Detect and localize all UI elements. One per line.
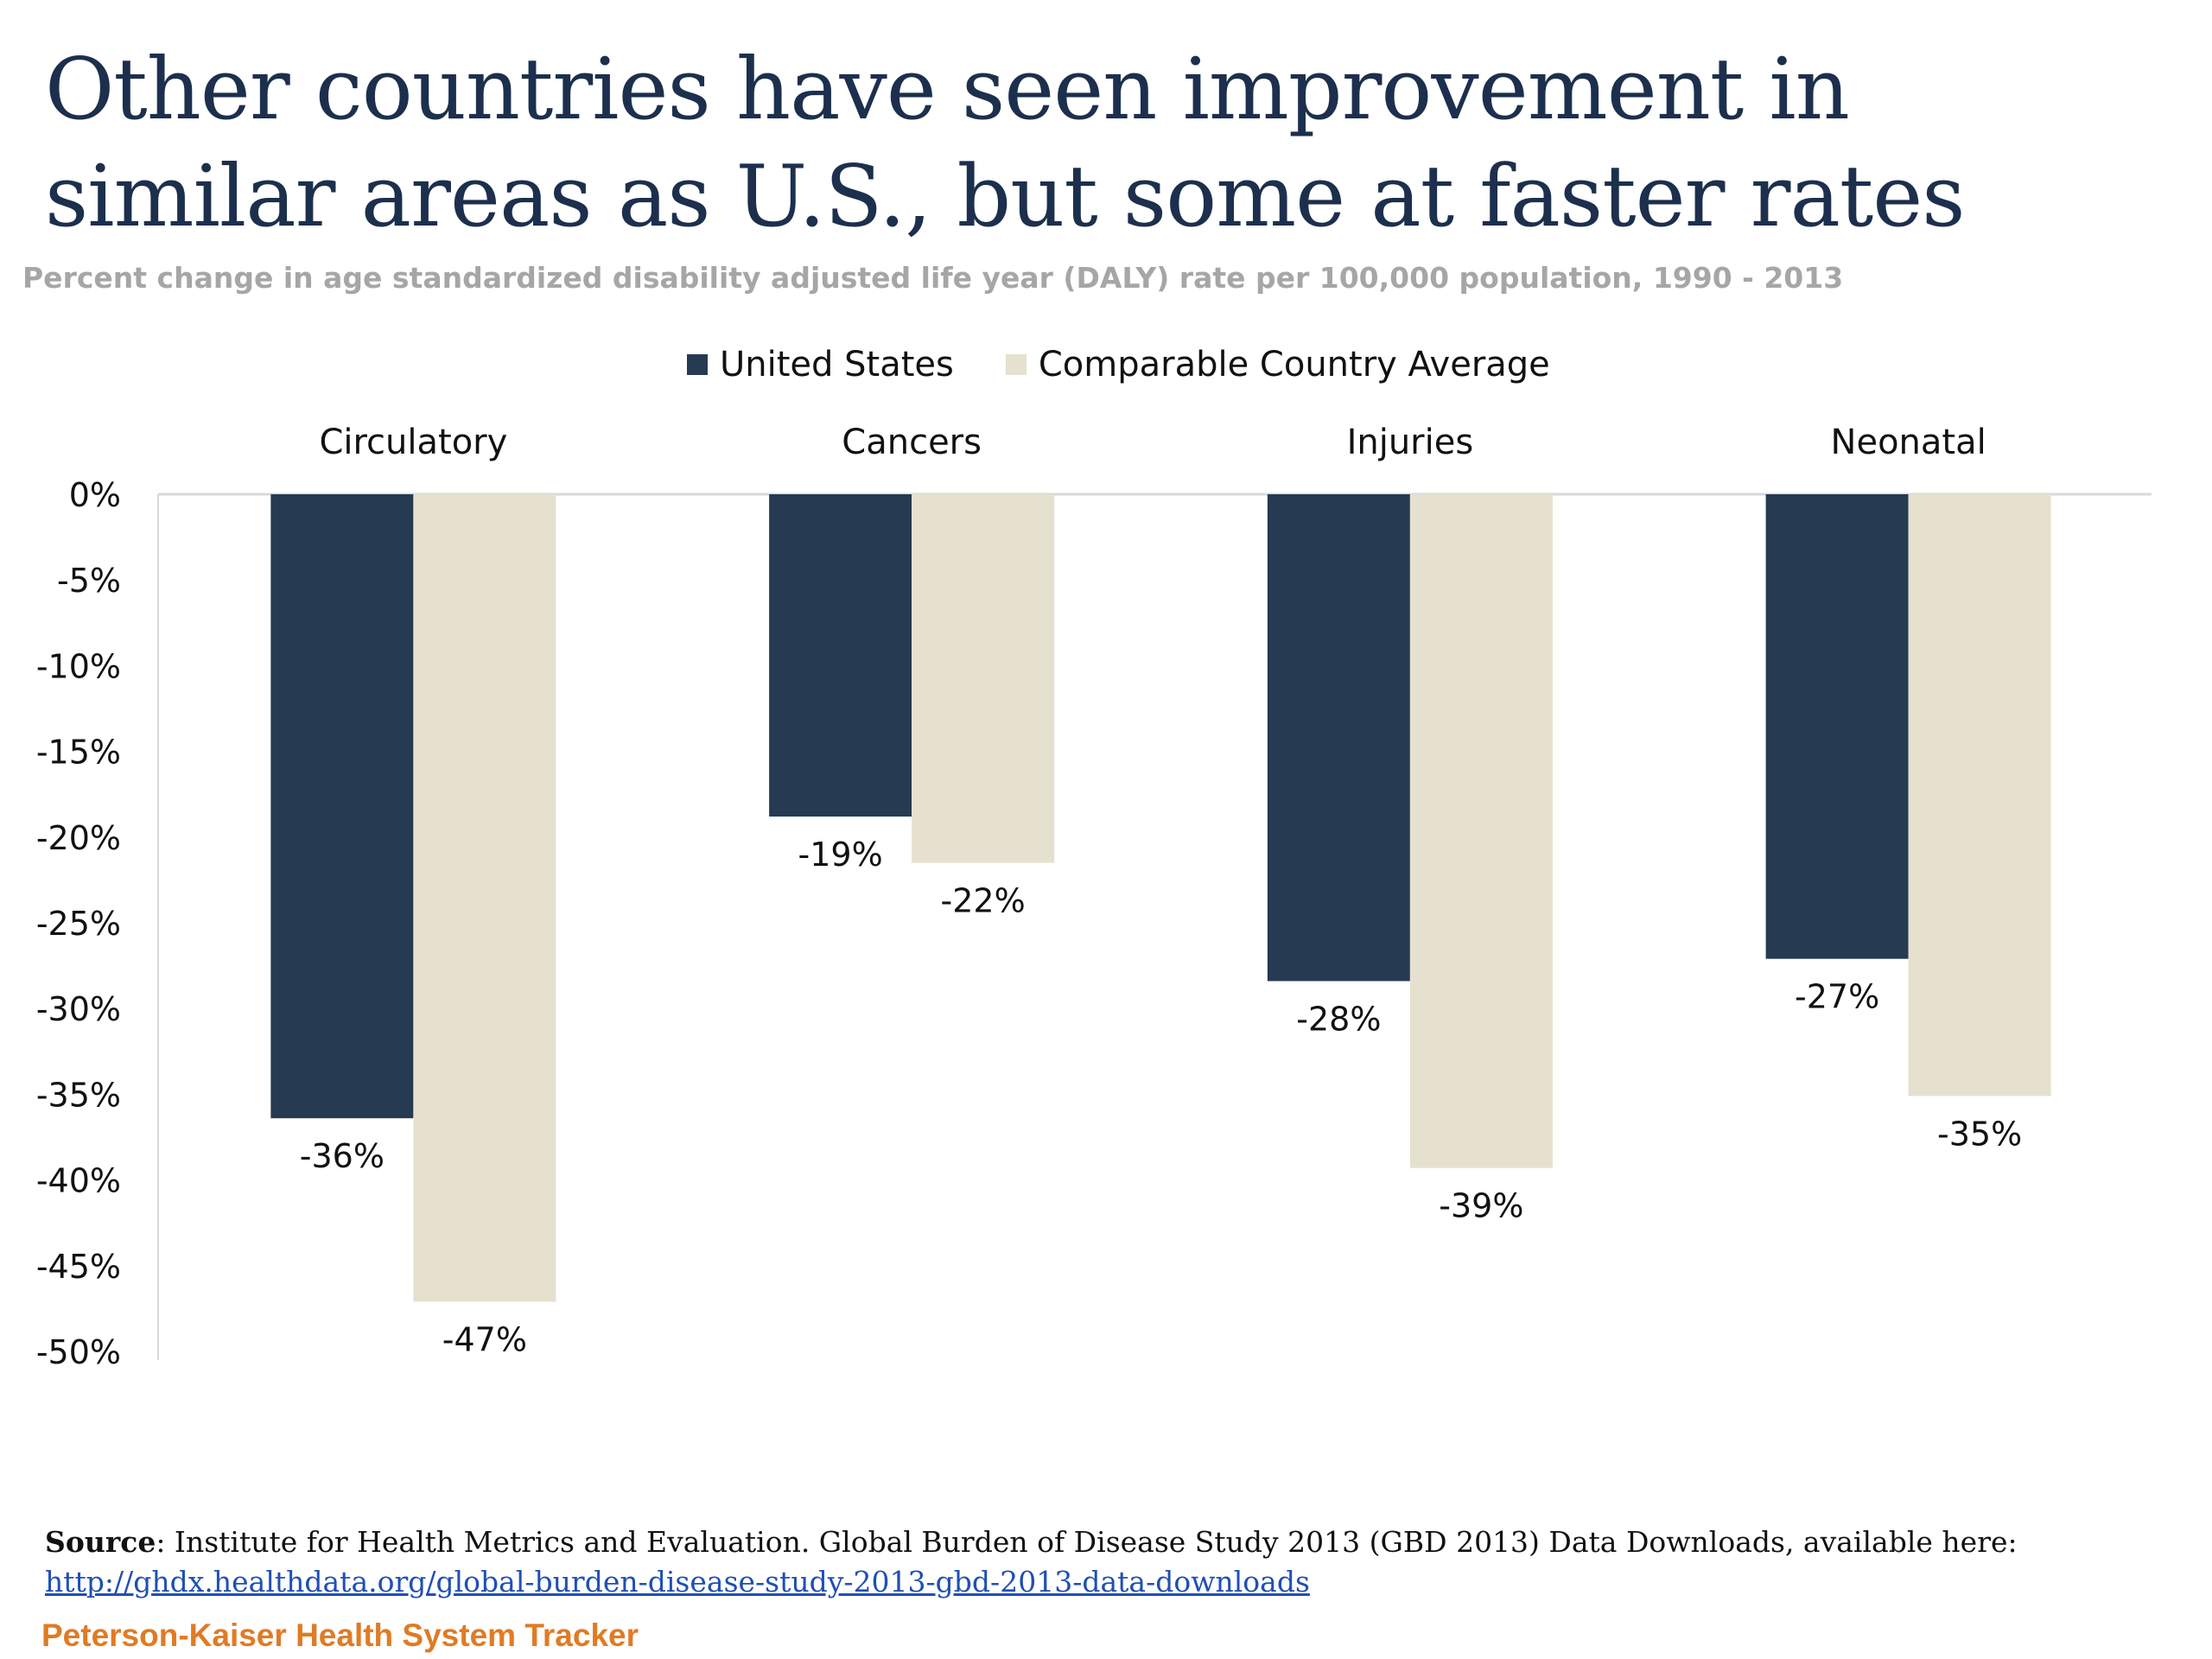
bar xyxy=(270,494,414,1119)
data-label: -35% xyxy=(1937,1115,2022,1153)
bar xyxy=(912,494,1055,863)
data-label: -36% xyxy=(300,1137,385,1175)
data-label: -22% xyxy=(941,882,1026,920)
y-tick-label: -25% xyxy=(36,905,121,943)
bar xyxy=(1409,494,1553,1168)
data-label: -19% xyxy=(798,836,883,874)
source-link[interactable]: http://ghdx.healthdata.org/global-burden… xyxy=(45,1565,1310,1599)
y-tick-label: -20% xyxy=(36,819,121,857)
legend-swatch-comparable xyxy=(1005,354,1027,375)
y-tick-label: -15% xyxy=(36,734,121,772)
legend-item-comparable: Comparable Country Average xyxy=(1005,345,1550,385)
chart-subtitle: Percent change in age standardized disab… xyxy=(22,261,1844,295)
bar-chart: 0% -5% -10% -15% -20% -25% -30% -35% -40% -45% -50… xyxy=(36,423,2152,1371)
y-tick-label: -40% xyxy=(36,1162,121,1200)
category-label: Neonatal xyxy=(1831,423,1986,462)
source-text: : Institute for Health Metrics and Evalu… xyxy=(156,1525,2018,1559)
bar xyxy=(413,494,556,1302)
bar xyxy=(1267,494,1410,982)
legend-label-comparable: Comparable Country Average xyxy=(1038,345,1550,385)
y-tick-label: -35% xyxy=(36,1076,121,1114)
data-label: -28% xyxy=(1296,1000,1381,1038)
source-note: Source: Institute for Health Metrics and… xyxy=(45,1522,2162,1602)
bar xyxy=(1908,494,2051,1096)
y-tick-label: -5% xyxy=(57,562,121,600)
y-tick-label: -50% xyxy=(36,1333,121,1371)
category-label: Circulatory xyxy=(319,423,507,462)
legend: United States Comparable Country Average xyxy=(687,340,1602,389)
source-label: Source xyxy=(45,1525,156,1559)
bar xyxy=(769,494,912,817)
y-tick-label: -10% xyxy=(36,647,121,685)
y-tick-label: -45% xyxy=(36,1248,121,1286)
bar xyxy=(1765,494,1909,959)
y-tick-label: 0% xyxy=(69,476,121,514)
data-label: -47% xyxy=(442,1320,527,1358)
legend-swatch-united-states xyxy=(687,354,708,375)
data-label: -27% xyxy=(1795,978,1879,1016)
category-label: Injuries xyxy=(1347,423,1474,462)
category-label: Cancers xyxy=(842,423,982,462)
data-label: -39% xyxy=(1439,1187,1523,1225)
y-tick-label: -30% xyxy=(36,990,121,1028)
legend-label-united-states: United States xyxy=(720,345,954,385)
chart-title: Other countries have seen improvement in… xyxy=(45,41,1966,246)
brand-footer: Peterson-Kaiser Health System Tracker xyxy=(41,1618,639,1653)
legend-item-united-states: United States xyxy=(687,345,954,385)
